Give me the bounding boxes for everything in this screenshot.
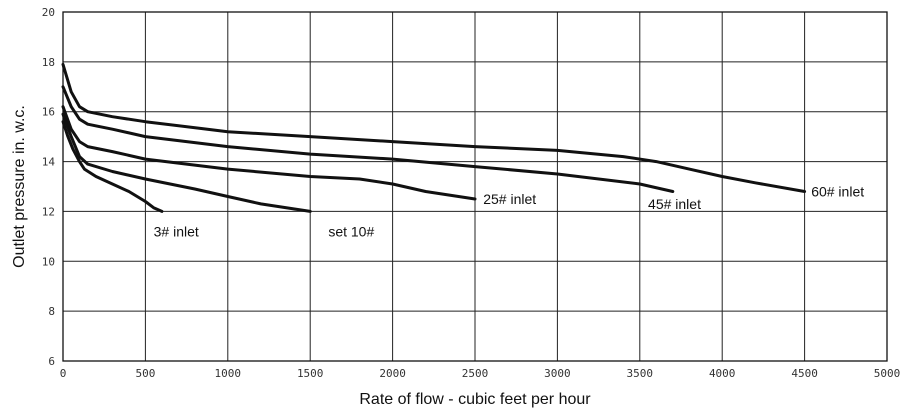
series-line-2 — [61, 105, 477, 201]
x-axis-ticks: 0 500 1000 1500 2000 2500 3000 3500 4000 4500 5000 — [60, 367, 901, 380]
series-label-0: 3# inlet — [154, 223, 199, 239]
x-tick-label: 3500 — [627, 367, 654, 380]
series-label-2: 25# inlet — [483, 191, 536, 207]
series-label-1: set 10# — [328, 223, 374, 239]
y-axis-title: Outlet pressure in. w.c. — [11, 105, 28, 268]
series-line-4 — [61, 62, 807, 193]
series-label-4: 60# inlet — [811, 183, 864, 199]
series-label-3: 45# inlet — [648, 196, 701, 212]
y-tick-label: 10 — [42, 255, 55, 268]
series-curves — [61, 62, 807, 213]
y-tick-label: 14 — [42, 156, 56, 169]
y-tick-label: 16 — [42, 106, 55, 119]
x-tick-label: 0 — [60, 367, 67, 380]
x-tick-label: 4000 — [709, 367, 736, 380]
y-tick-label: 8 — [48, 305, 55, 318]
x-tick-label: 5000 — [874, 367, 901, 380]
y-tick-label: 18 — [42, 56, 55, 69]
series-line-1 — [61, 112, 312, 213]
x-tick-label: 3000 — [544, 367, 571, 380]
series-line-0 — [61, 120, 164, 213]
x-tick-label: 2000 — [379, 367, 406, 380]
series-labels: 3# inlet set 10# 25# inlet 45# inlet 60# inl… — [154, 183, 865, 239]
x-tick-label: 1000 — [215, 367, 242, 380]
y-tick-label: 20 — [42, 6, 55, 19]
x-axis-title: Rate of flow - cubic feet per hour — [359, 391, 591, 408]
x-tick-label: 500 — [135, 367, 155, 380]
y-axis-ticks: 6 8 10 12 14 16 18 20 — [42, 6, 56, 368]
x-tick-label: 1500 — [297, 367, 324, 380]
y-tick-label: 12 — [42, 205, 55, 218]
plot-frame — [62, 11, 888, 362]
x-tick-label: 2500 — [462, 367, 489, 380]
x-tick-label: 4500 — [791, 367, 818, 380]
y-tick-label: 6 — [48, 355, 55, 368]
series-line-3 — [61, 85, 675, 193]
